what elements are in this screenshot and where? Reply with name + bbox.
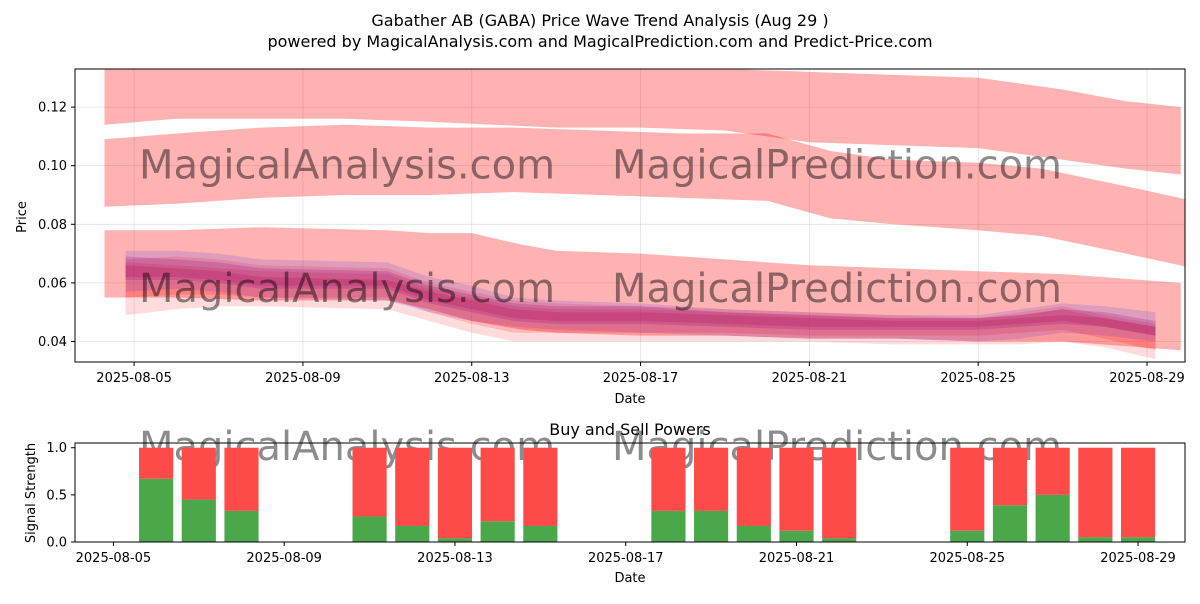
price-y-tick-label: 0.06: [38, 276, 67, 291]
buy-bar: [694, 510, 729, 542]
buy-bar: [523, 525, 558, 542]
price-watermarks: MagicalAnalysis.com MagicalPrediction.com…: [139, 143, 1062, 312]
sell-bar: [992, 447, 1028, 506]
price-wave-band: [104, 124, 1185, 267]
price-y-tick-label: 0.10: [38, 159, 67, 174]
price-y-tick-label: 0.08: [38, 218, 67, 233]
sell-bar: [822, 447, 857, 539]
sell-bar: [950, 447, 985, 531]
sell-bar: [395, 447, 430, 526]
buy-bar: [1035, 494, 1070, 542]
price-x-tick-label: 2025-08-21: [772, 371, 848, 386]
price-x-tick-label: 2025-08-05: [96, 371, 172, 386]
powers-x-axis-label: Date: [614, 571, 645, 586]
price-wave-band: [104, 227, 1181, 351]
sell-bar: [480, 447, 515, 522]
price-y-tick-label: 0.12: [38, 101, 67, 116]
sell-bar: [181, 447, 216, 500]
watermark-text: MagicalAnalysis.com: [139, 266, 555, 312]
price-wave-band: [125, 262, 1156, 351]
sell-bar: [651, 447, 686, 511]
price-wave-band: [125, 250, 1156, 342]
price-wave-band: [125, 256, 1156, 336]
buy-bar: [224, 510, 259, 542]
powers-axes-frame: [74, 442, 1186, 543]
powers-chart: MagicalAnalysis.com MagicalPrediction.com…: [46, 424, 1186, 566]
powers-title: Buy and Sell Powers: [549, 420, 711, 439]
buy-bar: [480, 521, 515, 542]
sell-bar: [694, 447, 729, 511]
price-wave-band: [125, 256, 1156, 360]
price-wave-band: [125, 265, 1156, 336]
price-x-tick-label: 2025-08-17: [603, 371, 679, 386]
buy-bar: [352, 516, 387, 542]
powers-x-tick-label: 2025-08-05: [76, 551, 152, 566]
powers-y-tick-label: 1.0: [46, 441, 67, 456]
watermark-text: MagicalAnalysis.com: [139, 143, 555, 189]
price-y-tick-label: 0.04: [38, 335, 67, 350]
buy-bar: [736, 525, 771, 542]
sell-bar: [1078, 447, 1113, 538]
buy-bar: [992, 505, 1028, 542]
powers-x-tick-label: 2025-08-17: [588, 551, 664, 566]
price-wave-band: [104, 69, 1181, 175]
buy-bar: [139, 478, 174, 542]
price-grid: [75, 69, 1185, 362]
sell-bar: [1120, 447, 1156, 538]
price-ticks: 2025-08-05 2025-08-09 2025-08-13 2025-08-17…: [38, 101, 1185, 386]
sell-bar: [437, 447, 473, 539]
powers-x-tick-label: 2025-08-13: [417, 551, 493, 566]
sell-bar: [139, 447, 174, 479]
buy-bar: [779, 530, 814, 542]
buy-bar: [822, 538, 857, 542]
watermark-text: MagicalPrediction.com: [612, 266, 1062, 312]
powers-x-tick-label: 2025-08-29: [1100, 551, 1176, 566]
powers-x-tick-label: 2025-08-25: [929, 551, 1005, 566]
buy-bar: [651, 510, 686, 542]
buy-bar: [950, 530, 985, 542]
buy-bar: [181, 499, 216, 542]
price-y-axis-label: Price: [15, 201, 30, 233]
sell-bar: [736, 447, 771, 526]
price-axes-frame: [74, 68, 1186, 363]
powers-ticks: 2025-08-05 2025-08-09 2025-08-13 2025-08-17…: [46, 441, 1176, 566]
price-x-tick-label: 2025-08-25: [940, 371, 1016, 386]
powers-y-tick-label: 0.0: [46, 536, 67, 551]
price-x-tick-label: 2025-08-09: [265, 371, 341, 386]
powers-y-tick-label: 0.5: [46, 488, 67, 503]
buy-bar: [1078, 537, 1113, 542]
sell-bar: [523, 447, 558, 526]
watermark-text: MagicalPrediction.com: [612, 143, 1062, 189]
powers-bars: [139, 447, 1156, 542]
sell-bar: [1035, 447, 1070, 495]
price-x-tick-label: 2025-08-13: [434, 371, 510, 386]
chart-title: Gabather AB (GABA) Price Wave Trend Anal…: [371, 11, 828, 30]
sell-bar: [224, 447, 259, 511]
chart-subtitle: powered by MagicalAnalysis.com and Magic…: [267, 32, 932, 51]
price-chart: MagicalAnalysis.com MagicalPrediction.com…: [38, 68, 1186, 386]
sell-bar: [352, 447, 387, 517]
buy-bar: [1120, 537, 1156, 542]
sell-bar: [779, 447, 814, 531]
powers-x-tick-label: 2025-08-09: [246, 551, 322, 566]
buy-bar: [395, 525, 430, 542]
powers-x-tick-label: 2025-08-21: [759, 551, 835, 566]
buy-bar: [437, 538, 473, 542]
price-x-axis-label: Date: [614, 392, 645, 407]
price-bands: [104, 69, 1185, 360]
price-x-tick-label: 2025-08-29: [1109, 371, 1185, 386]
powers-y-axis-label: Signal Strength: [24, 443, 39, 543]
